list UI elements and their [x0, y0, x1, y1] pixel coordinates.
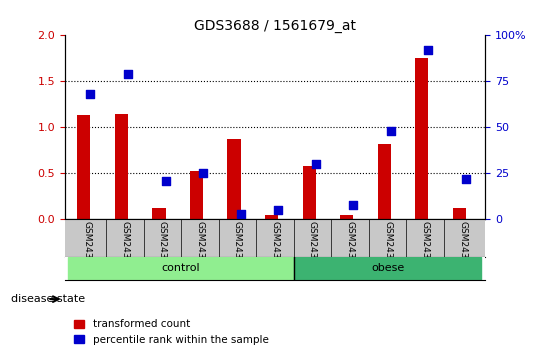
Bar	[294, 257, 481, 280]
Point	[386, 128, 395, 134]
Bar	[340, 215, 353, 219]
Text: obese: obese	[371, 263, 404, 273]
Bar	[190, 171, 203, 219]
Bar	[415, 58, 429, 219]
Bar	[302, 166, 316, 219]
Text: GSM243215: GSM243215	[82, 221, 92, 276]
Point	[236, 211, 245, 217]
Text: GSM243218: GSM243218	[195, 221, 204, 276]
Bar	[378, 144, 391, 219]
Text: GSM243217: GSM243217	[158, 221, 167, 276]
Point	[161, 178, 170, 184]
Point	[199, 171, 208, 176]
Bar	[153, 207, 165, 219]
Text: control: control	[162, 263, 201, 273]
Point	[86, 91, 95, 97]
Bar	[78, 115, 91, 219]
Text: disease state: disease state	[11, 294, 85, 304]
Bar	[115, 114, 128, 219]
Text: GSM243216: GSM243216	[120, 221, 129, 276]
Text: GSM243275: GSM243275	[458, 221, 467, 276]
Bar	[68, 257, 294, 280]
Point	[312, 161, 320, 167]
Text: GSM243219: GSM243219	[233, 221, 242, 276]
Legend: transformed count, percentile rank within the sample: transformed count, percentile rank withi…	[70, 315, 273, 349]
Point	[124, 71, 133, 77]
Bar	[227, 139, 240, 219]
Point	[424, 47, 433, 53]
Text: GSM243220: GSM243220	[271, 221, 279, 276]
Point	[349, 202, 357, 207]
Text: GSM243228: GSM243228	[420, 221, 430, 276]
Title: GDS3688 / 1561679_at: GDS3688 / 1561679_at	[194, 19, 356, 33]
Point	[461, 176, 470, 182]
Text: GSM243225: GSM243225	[308, 221, 317, 276]
Text: GSM243226: GSM243226	[345, 221, 355, 276]
Bar	[453, 207, 466, 219]
Text: GSM243227: GSM243227	[383, 221, 392, 276]
Point	[274, 207, 282, 213]
Bar	[265, 215, 278, 219]
